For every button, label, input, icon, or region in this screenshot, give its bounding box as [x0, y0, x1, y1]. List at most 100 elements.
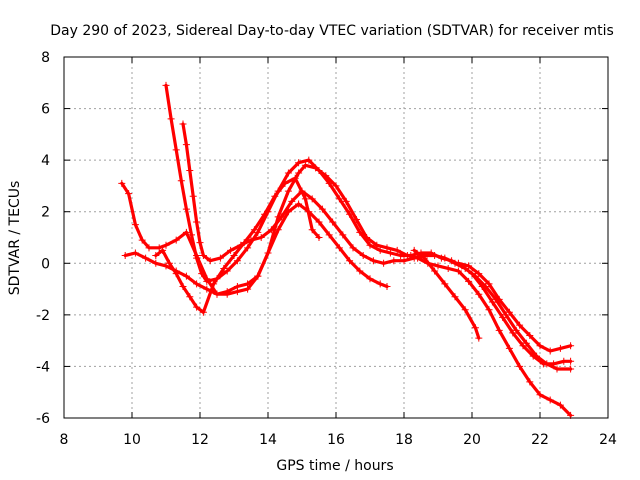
data-point [567, 365, 575, 373]
data-point [366, 275, 374, 283]
data-point [213, 290, 221, 298]
data-point [206, 257, 214, 265]
series-line [154, 176, 321, 314]
series-line [412, 248, 481, 340]
x-tick-label: 14 [259, 432, 277, 448]
grid [64, 57, 608, 418]
data-point [274, 226, 282, 234]
data-point [505, 308, 513, 316]
data-point [182, 228, 190, 236]
data-point [383, 244, 391, 252]
y-tick-label: -4 [36, 359, 50, 375]
data-point [471, 324, 479, 332]
data-point [295, 169, 303, 177]
data-point [177, 177, 185, 185]
data-point [356, 267, 364, 275]
data-point [342, 197, 350, 205]
data-point [325, 231, 333, 239]
data-point [261, 210, 269, 218]
data-point [522, 339, 530, 347]
data-point [193, 218, 201, 226]
data-point [444, 264, 452, 272]
data-point [441, 280, 449, 288]
data-point [210, 280, 218, 288]
data-point [203, 285, 211, 293]
data-point [526, 378, 534, 386]
data-point [284, 208, 292, 216]
data-point [301, 161, 309, 169]
data-point [366, 241, 374, 249]
y-tick-label: 0 [41, 256, 50, 272]
data-point [475, 290, 483, 298]
data-point [475, 270, 483, 278]
data-point [182, 141, 190, 149]
data-point [179, 120, 187, 128]
data-point [546, 396, 554, 404]
data-point [281, 179, 289, 187]
data-point [257, 234, 265, 241]
data-point [264, 249, 272, 257]
data-point [172, 270, 180, 278]
data-point [284, 169, 292, 177]
data-point [543, 360, 551, 368]
data-point [349, 244, 357, 252]
data-point [410, 246, 418, 254]
data-point [227, 246, 235, 254]
series-track-5 [152, 174, 323, 316]
data-point [172, 146, 180, 154]
data-point [434, 262, 442, 270]
data-point [318, 205, 326, 213]
data-point [386, 249, 394, 257]
data-point [145, 244, 153, 252]
data-point [308, 226, 316, 234]
data-point [431, 267, 439, 275]
y-tick-label: 2 [41, 205, 50, 221]
data-point [376, 280, 384, 288]
data-point [295, 159, 303, 167]
plot-frame [63, 56, 609, 419]
data-point [196, 239, 204, 247]
data-point [118, 179, 126, 187]
data-point [240, 239, 248, 247]
x-axis-label: GPS time / hours [276, 458, 393, 474]
data-point [346, 210, 354, 218]
data-point [383, 282, 391, 290]
data-point [335, 244, 343, 252]
y-axis-label: SDTVAR / TECUs [7, 181, 23, 296]
data-point [125, 190, 133, 198]
data-point [454, 259, 462, 267]
data-point [454, 267, 462, 275]
data-point [505, 344, 513, 352]
x-tick-label: 18 [395, 432, 413, 448]
data-point [369, 257, 377, 265]
data-point [233, 288, 241, 296]
data-point [152, 259, 160, 267]
y-tick-label: -6 [36, 411, 50, 427]
data-point [325, 179, 333, 187]
data-point [465, 277, 473, 285]
y-tick-label: 6 [41, 102, 50, 118]
data-point [220, 264, 228, 272]
data-point [485, 280, 493, 288]
data-point [516, 321, 524, 329]
data-point [400, 257, 408, 265]
data-point [142, 254, 150, 262]
data-point [193, 280, 201, 288]
data-point [393, 246, 401, 254]
data-point [162, 241, 170, 249]
x-tick-label: 20 [463, 432, 481, 448]
x-tick-label: 10 [123, 432, 141, 448]
data-point [186, 293, 194, 301]
data-point [339, 231, 347, 239]
data-point [516, 362, 524, 370]
x-tick-labels: 8 10 12 14 16 18 20 22 24 [60, 432, 617, 448]
data-point [475, 334, 483, 342]
data-point [186, 166, 194, 174]
data-point [359, 252, 367, 260]
data-point [461, 306, 469, 314]
data-point [244, 285, 252, 293]
data-point [182, 205, 190, 213]
data-point [199, 252, 207, 260]
data-point [216, 254, 224, 262]
